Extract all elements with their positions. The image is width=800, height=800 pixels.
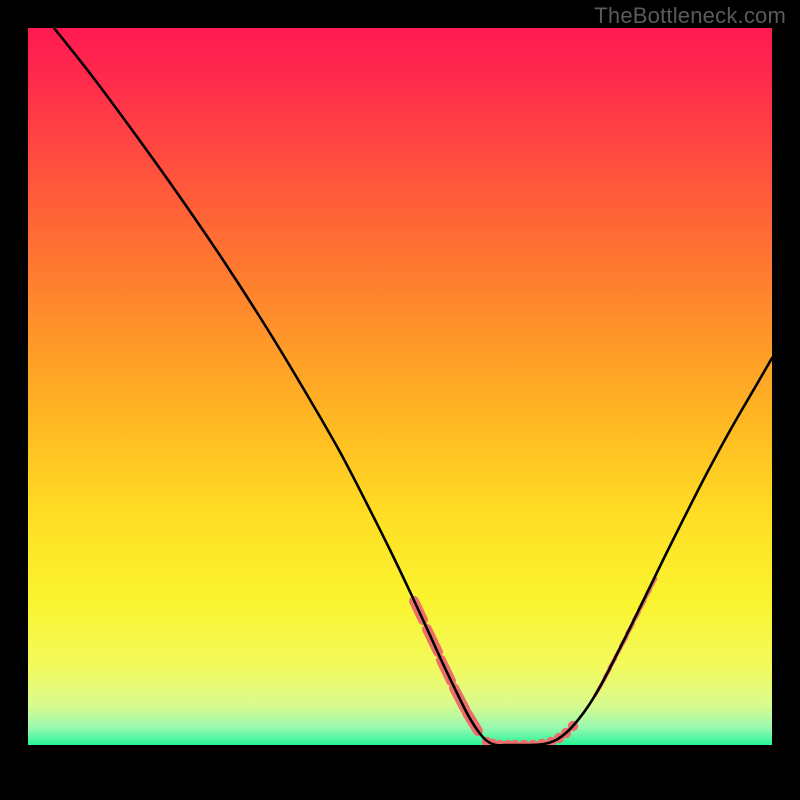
- gradient-background: [28, 28, 772, 745]
- watermark-text: TheBottleneck.com: [594, 3, 786, 29]
